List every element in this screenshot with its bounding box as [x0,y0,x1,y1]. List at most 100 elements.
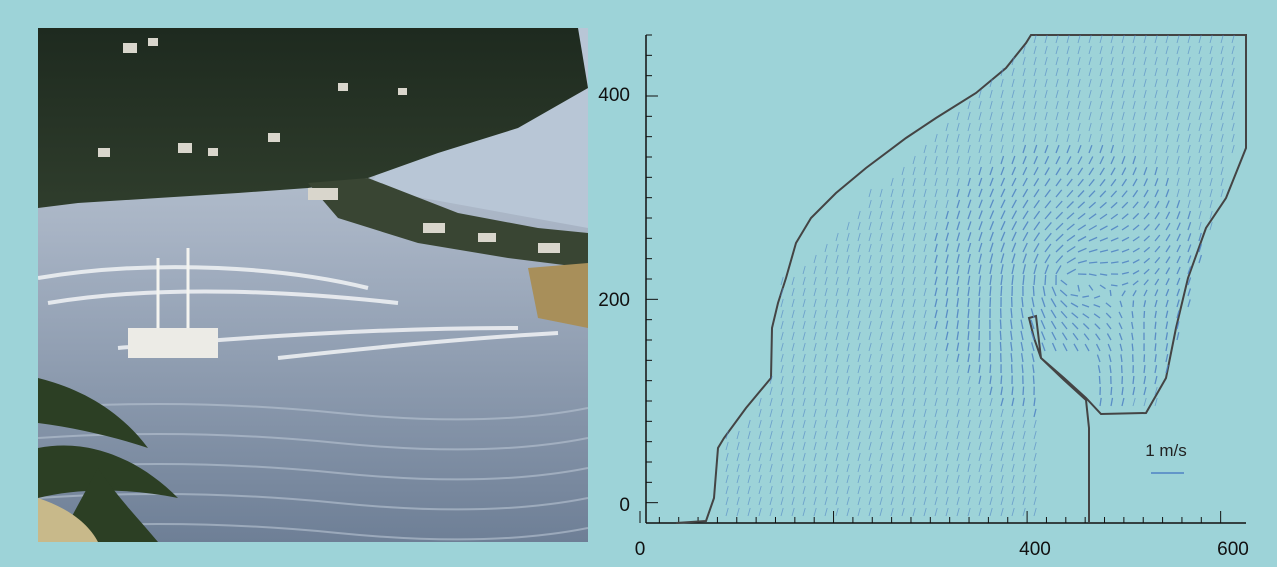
velocity-vector [781,299,783,307]
velocity-vector [990,387,992,395]
velocity-vector [1001,420,1003,428]
velocity-vector [1056,190,1062,197]
velocity-vector [1034,398,1035,406]
velocity-vector [1034,486,1036,494]
velocity-vector [726,442,728,450]
velocity-vector [1144,258,1150,263]
velocity-vector [935,409,937,417]
velocity-vector [1133,300,1134,307]
velocity-vector [1199,101,1201,109]
velocity-vector [1012,178,1016,186]
velocity-vector [1155,300,1157,307]
velocity-vector [924,332,926,340]
velocity-vector [1188,123,1190,131]
velocity-vector [1199,57,1201,65]
velocity-vector [946,497,948,505]
velocity-vector [924,486,926,494]
velocity-vector [1000,342,1001,351]
velocity-vector [1056,123,1058,131]
velocity-vector [1034,101,1036,109]
velocity-vector [1100,79,1102,87]
velocity-vector [1051,310,1056,318]
velocity-vector [869,222,871,230]
velocity-vector [814,321,816,329]
velocity-vector [935,464,937,472]
velocity-vector [1089,57,1091,65]
velocity-vector [979,387,981,395]
velocity-vector [946,287,948,296]
velocity-vector [1199,255,1201,263]
velocity-vector [1144,247,1150,252]
velocity-vector [935,310,937,318]
velocity-vector [858,475,860,483]
velocity-vector [1144,290,1147,296]
velocity-vector [781,277,783,285]
velocity-vector [1210,112,1212,120]
velocity-vector [748,420,750,428]
velocity-vector [957,475,959,483]
velocity-vector [748,508,750,516]
velocity-vector [858,211,860,219]
velocity-vector [891,255,893,263]
velocity-vector [869,453,871,461]
velocity-vector [1045,265,1048,274]
velocity-vector [1133,387,1135,395]
velocity-vector [935,277,937,285]
velocity-vector [946,464,948,472]
velocity-vector [814,420,816,428]
velocity-vector [814,453,816,461]
velocity-vector [1122,156,1125,164]
velocity-vector [1056,68,1058,76]
velocity-vector [1100,156,1104,164]
velocity-vector [913,387,915,395]
velocity-vector [869,420,871,428]
velocity-vector [1155,235,1160,241]
velocity-vector [792,398,794,406]
velocity-vector [1034,134,1036,142]
velocity-vector [1023,112,1025,120]
velocity-vector [1001,431,1003,439]
velocity-vector [1078,112,1080,120]
velocity-vector [968,331,969,340]
velocity-vector [968,475,970,483]
velocity-vector [1067,68,1069,76]
velocity-vector [1001,189,1005,197]
velocity-vector [935,145,937,153]
velocity-vector [913,233,915,241]
velocity-vector [902,277,904,285]
velocity-vector [1132,322,1133,329]
velocity-vector [1097,355,1100,362]
velocity-vector [924,222,926,230]
velocity-vector [825,475,827,483]
velocity-vector [1078,191,1084,198]
velocity-vector [1012,232,1016,241]
velocity-vector [1221,189,1223,197]
velocity-vector [957,222,960,230]
velocity-vector [803,387,805,395]
velocity-vector [803,497,805,505]
velocity-vector [880,420,882,428]
velocity-vector [924,365,926,373]
velocity-vector [726,497,728,505]
velocity-vector [803,420,805,428]
velocity-vector [1021,320,1023,329]
velocity-vector [1012,101,1014,109]
velocity-vector [957,211,960,219]
velocity-vector [803,299,805,307]
velocity-vector [869,244,871,252]
velocity-vector [792,486,794,494]
velocity-vector [957,200,960,208]
velocity-vector [979,298,980,307]
velocity-vector [902,222,904,230]
velocity-vector [957,112,959,120]
velocity-vector [1082,296,1089,297]
velocity-vector [814,299,816,307]
velocity-vector [836,376,838,384]
velocity-vector [759,420,761,428]
velocity-vector [1056,201,1062,208]
velocity-vector [1133,260,1139,263]
velocity-vector [803,321,805,329]
velocity-vector [1001,409,1003,417]
velocity-vector [1012,243,1016,252]
velocity-vector [1111,46,1113,54]
